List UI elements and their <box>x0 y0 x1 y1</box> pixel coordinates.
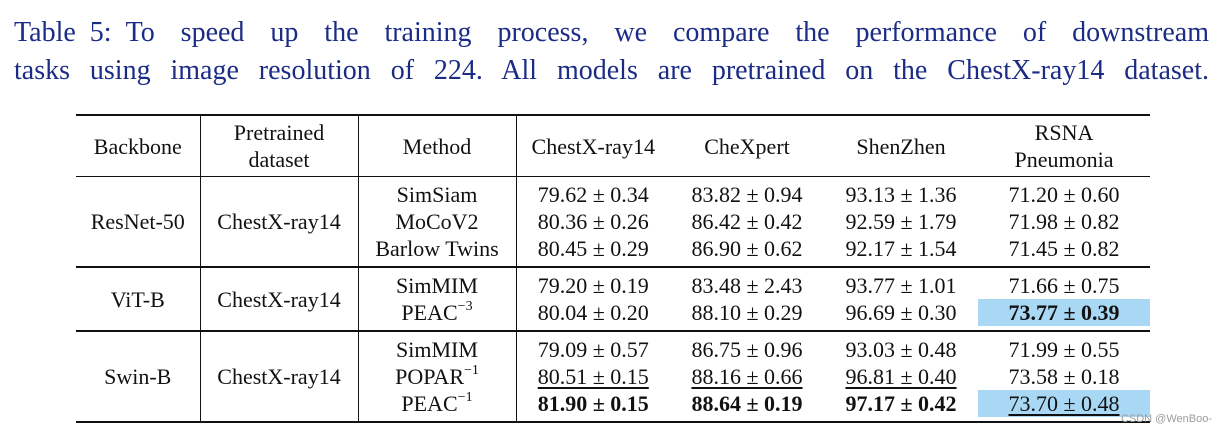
dataset-cell: ChestX-ray14 <box>200 267 359 332</box>
rsna-cell: 71.20 ± 0.60 71.98 ± 0.82 71.45 ± 0.82 <box>978 176 1150 268</box>
method-cell: SimMIM PEAC−3 <box>358 267 517 332</box>
table-row-group-vitb: ViT-B ChestX-ray14 SimMIM PEAC−3 79.20 ±… <box>76 267 1150 332</box>
header-pretrained-line-2: dataset <box>248 147 310 172</box>
chexpert-value: 83.82 ± 0.94 <box>691 182 803 207</box>
chestx-value: 80.45 ± 0.29 <box>537 236 649 261</box>
shenzhen-value: 96.69 ± 0.30 <box>845 300 957 325</box>
backbone-cell: Swin-B <box>76 331 201 422</box>
shenzhen-value: 96.81 ± 0.40 <box>845 364 957 389</box>
results-table: Backbone Pretrained dataset Method Chest… <box>76 114 1150 423</box>
method-name: Barlow Twins <box>375 236 499 261</box>
backbone-cell: ViT-B <box>76 267 201 332</box>
dataset-cell: ChestX-ray14 <box>200 176 359 268</box>
chestx-value: 80.51 ± 0.15 <box>537 364 649 389</box>
header-rsna-line-1: RSNA <box>1034 120 1094 145</box>
method-name: MoCoV2 <box>395 209 479 234</box>
method-cell: SimMIM POPAR−1 PEAC−1 <box>358 331 517 422</box>
shenzhen-value: 93.13 ± 1.36 <box>845 182 957 207</box>
chestx-value: 79.62 ± 0.34 <box>537 182 649 207</box>
caption-number: 5: <box>89 17 112 48</box>
method-name-with-sup: POPAR−1 <box>359 363 516 390</box>
table-caption: Table 5: To speed up the training process,… <box>14 14 1209 90</box>
header-chestx: ChestX-ray14 <box>516 115 670 177</box>
header-pretrained-dataset: Pretrained dataset <box>200 115 359 177</box>
rsna-value: 73.58 ± 0.18 <box>1008 364 1120 389</box>
caption-line-1: To speed up the training process, we com… <box>125 17 1209 48</box>
method-name: PEAC <box>401 300 458 325</box>
chexpert-value-second-best: 88.16 ± 0.66 <box>670 363 824 390</box>
method-name: SimSiam <box>396 182 478 207</box>
chestx-value: 79.09 ± 0.57 <box>537 337 649 362</box>
rsna-value: 71.98 ± 0.82 <box>1008 209 1120 234</box>
method-sup: −1 <box>457 389 473 405</box>
chexpert-value: 86.90 ± 0.62 <box>691 236 803 261</box>
table-row-group-resnet50: ResNet-50 ChestX-ray14 SimSiam MoCoV2 Ba… <box>76 176 1150 268</box>
chexpert-cell: 83.82 ± 0.94 86.42 ± 0.42 86.90 ± 0.62 <box>670 176 824 268</box>
watermark: CSDN @WenBoo- <box>1120 413 1212 425</box>
chestx-cell: 79.62 ± 0.34 80.36 ± 0.26 80.45 ± 0.29 <box>516 176 670 268</box>
method-name: POPAR <box>395 364 464 389</box>
shenzhen-value-best: 97.17 ± 0.42 <box>845 391 957 416</box>
table-row-group-swinb: Swin-B ChestX-ray14 SimMIM POPAR−1 PEAC−… <box>76 331 1150 422</box>
rsna-value: 73.70 ± 0.48 <box>1008 391 1120 416</box>
rsna-cell: 71.66 ± 0.75 73.77 ± 0.39 <box>978 267 1150 332</box>
chexpert-value: 88.10 ± 0.29 <box>691 300 803 325</box>
rsna-value: 71.45 ± 0.82 <box>1008 236 1120 261</box>
backbone-cell: ResNet-50 <box>76 176 201 268</box>
header-pretrained-line-1: Pretrained <box>233 120 325 145</box>
header-row: Backbone Pretrained dataset Method Chest… <box>76 115 1150 177</box>
rsna-value-second-best-highlighted: 73.70 ± 0.48 <box>978 390 1150 417</box>
shenzhen-value: 93.77 ± 1.01 <box>845 273 957 298</box>
chexpert-cell: 83.48 ± 2.43 88.10 ± 0.29 <box>670 267 824 332</box>
header-chexpert: CheXpert <box>670 115 824 177</box>
header-method: Method <box>358 115 517 177</box>
header-shenzhen: ShenZhen <box>824 115 978 177</box>
shenzhen-cell: 93.77 ± 1.01 96.69 ± 0.30 <box>824 267 978 332</box>
caption-line-2: tasks using image resolution of 224. All… <box>14 55 1209 86</box>
chexpert-value: 83.48 ± 2.43 <box>691 273 803 298</box>
rsna-cell: 71.99 ± 0.55 73.58 ± 0.18 73.70 ± 0.48 <box>978 331 1150 422</box>
shenzhen-value: 92.17 ± 1.54 <box>845 236 957 261</box>
method-cell: SimSiam MoCoV2 Barlow Twins <box>358 176 517 268</box>
chestx-value: 79.20 ± 0.19 <box>537 273 649 298</box>
rsna-value: 71.99 ± 0.55 <box>1008 337 1120 362</box>
rsna-value-best-highlighted: 73.77 ± 0.39 <box>978 299 1150 326</box>
dataset-cell: ChestX-ray14 <box>200 331 359 422</box>
method-name-with-sup: PEAC−1 <box>359 390 516 417</box>
chexpert-value-best: 88.64 ± 0.19 <box>691 391 803 416</box>
method-sup: −3 <box>457 298 473 314</box>
shenzhen-value: 93.03 ± 0.48 <box>845 337 957 362</box>
chestx-value-second-best: 80.51 ± 0.15 <box>517 363 671 390</box>
header-rsna-line-2: Pneumonia <box>1014 147 1114 172</box>
method-name: PEAC <box>401 391 458 416</box>
chexpert-value: 86.42 ± 0.42 <box>691 209 803 234</box>
shenzhen-value-second-best: 96.81 ± 0.40 <box>824 363 978 390</box>
method-sup: −1 <box>464 362 479 378</box>
shenzhen-cell: 93.13 ± 1.36 92.59 ± 1.79 92.17 ± 1.54 <box>824 176 978 268</box>
chestx-value: 80.36 ± 0.26 <box>537 209 649 234</box>
chexpert-value: 88.16 ± 0.66 <box>691 364 803 389</box>
method-name-with-sup: PEAC−3 <box>359 299 516 326</box>
caption-label: Table <box>14 17 76 48</box>
method-name: SimMIM <box>396 273 478 298</box>
chexpert-cell: 86.75 ± 0.96 88.16 ± 0.66 88.64 ± 0.19 <box>670 331 824 422</box>
chestx-value-best: 81.90 ± 0.15 <box>537 391 649 416</box>
shenzhen-cell: 93.03 ± 0.48 96.81 ± 0.40 97.17 ± 0.42 <box>824 331 978 422</box>
shenzhen-value: 92.59 ± 1.79 <box>845 209 957 234</box>
method-name: SimMIM <box>396 337 478 362</box>
rsna-value: 71.66 ± 0.75 <box>1008 273 1120 298</box>
rsna-value: 71.20 ± 0.60 <box>1008 182 1120 207</box>
header-backbone: Backbone <box>76 115 201 177</box>
chestx-value: 80.04 ± 0.20 <box>537 300 649 325</box>
chestx-cell: 79.09 ± 0.57 80.51 ± 0.15 81.90 ± 0.15 <box>516 331 670 422</box>
chexpert-value: 86.75 ± 0.96 <box>691 337 803 362</box>
header-rsna: RSNA Pneumonia <box>978 115 1150 177</box>
chestx-cell: 79.20 ± 0.19 80.04 ± 0.20 <box>516 267 670 332</box>
